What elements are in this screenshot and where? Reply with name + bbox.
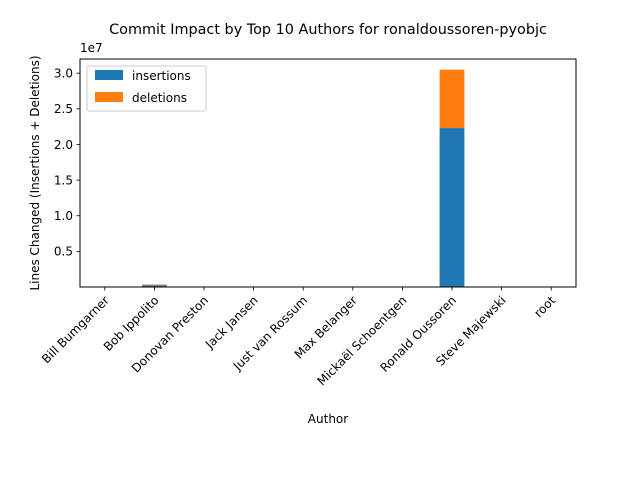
legend-swatch-insertions xyxy=(95,70,123,80)
plot-frame xyxy=(79,58,577,288)
bar-insertions-bob-ippolito xyxy=(142,285,167,287)
bar-deletions-ronald-oussoren xyxy=(439,69,465,129)
y-tick-label: 1.0 xyxy=(54,209,73,223)
y-tick-label: 2.0 xyxy=(54,138,73,152)
y-tick-label: 2.5 xyxy=(54,102,73,116)
bar-deletions-bob-ippolito xyxy=(142,284,167,286)
y-tick-label: 0.5 xyxy=(54,245,73,259)
legend-label-deletions: deletions xyxy=(132,91,187,105)
bar-insertions-ronald-oussoren xyxy=(439,128,465,287)
legend: insertions deletions xyxy=(86,65,207,112)
chart-title: Commit Impact by Top 10 Authors for rona… xyxy=(109,22,547,38)
y-axis-label: Lines Changed (Insertions + Deletions) xyxy=(28,55,42,290)
y-offset-label: 1e7 xyxy=(80,41,103,55)
legend-swatch-deletions xyxy=(95,92,123,102)
y-tick-label: 3.0 xyxy=(54,66,73,80)
bars-layer xyxy=(92,69,564,287)
x-axis-label: Author xyxy=(308,412,348,426)
y-axis: 0.5 1.0 1.5 2.0 2.5 3.0 xyxy=(54,66,80,259)
y-tick-label: 1.5 xyxy=(54,173,73,187)
legend-label-insertions: insertions xyxy=(132,69,191,83)
